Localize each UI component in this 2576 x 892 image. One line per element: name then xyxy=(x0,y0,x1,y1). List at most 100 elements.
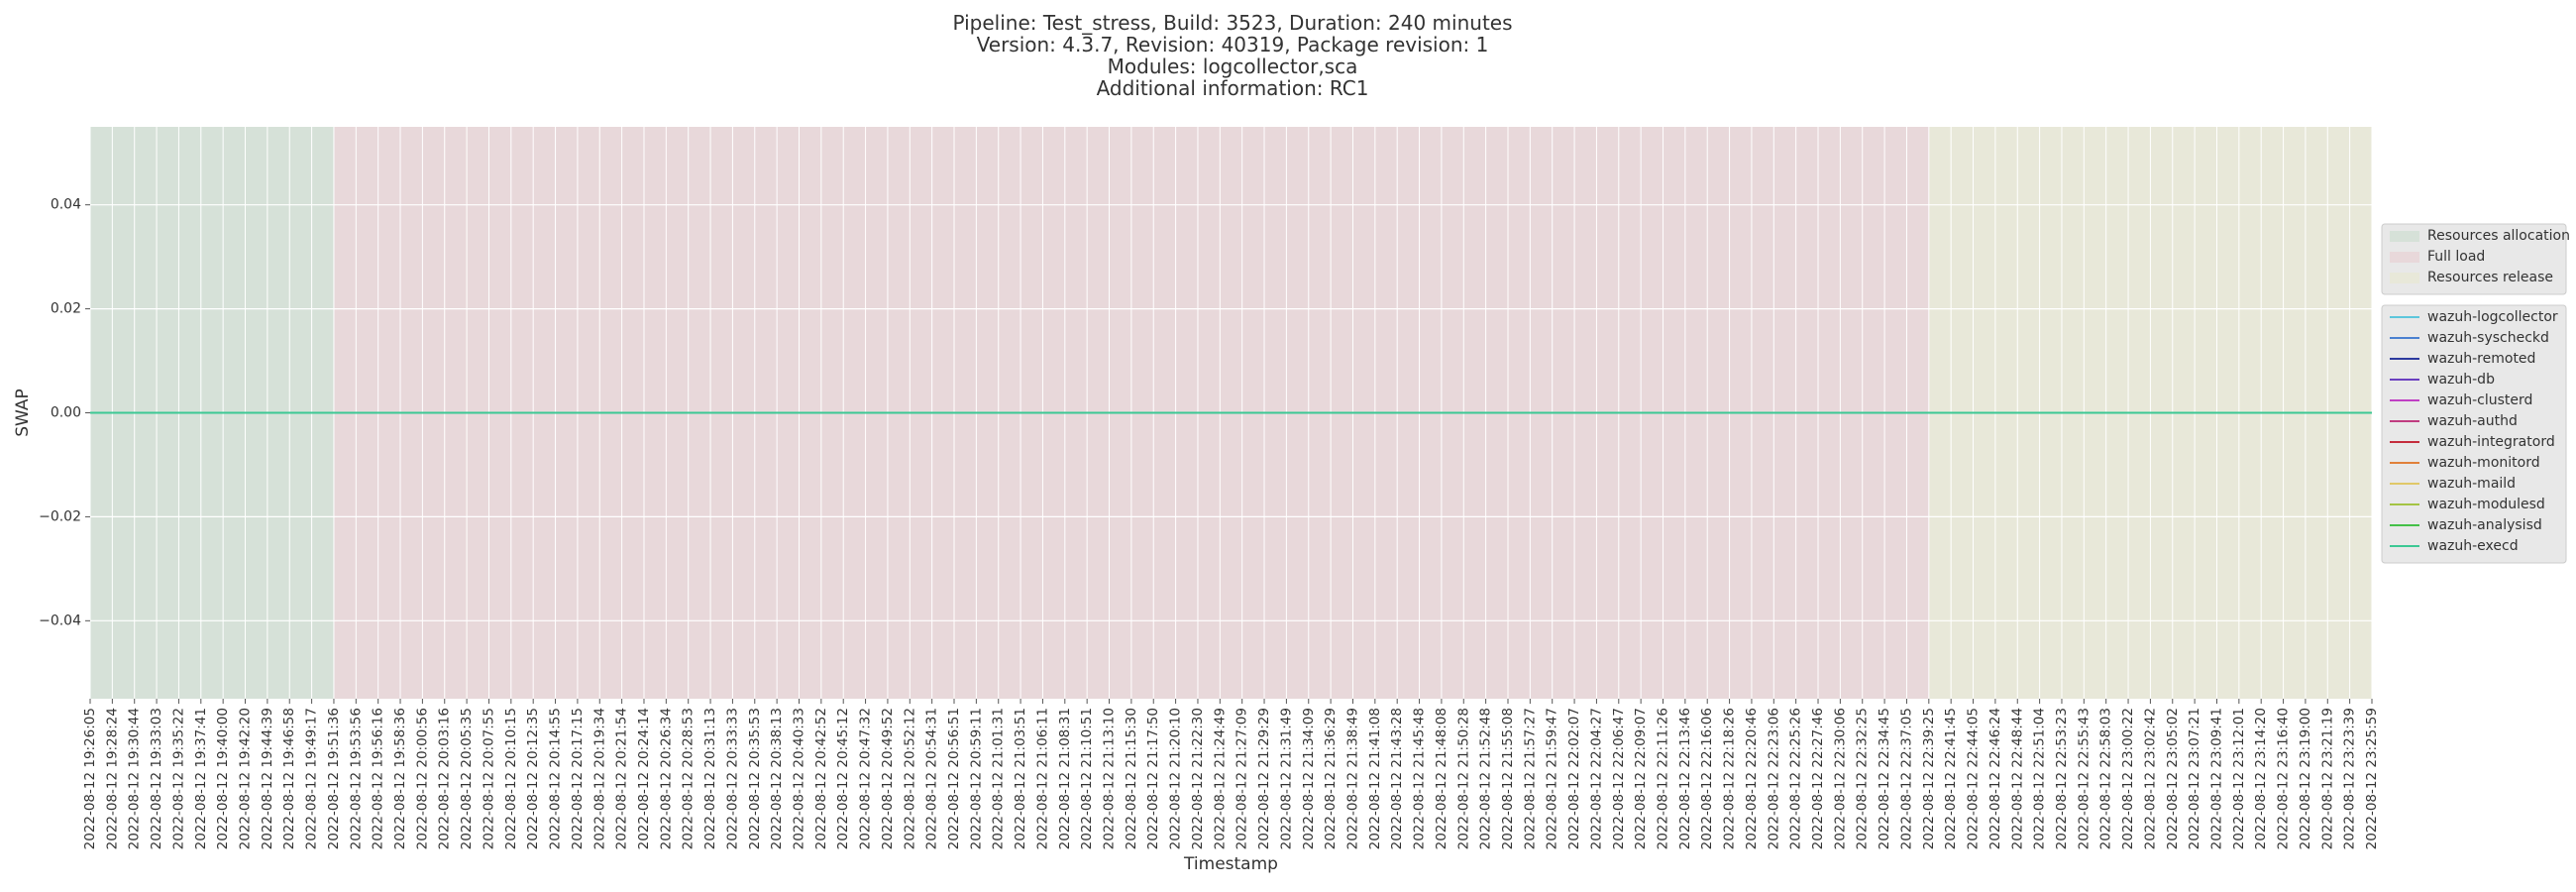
x-tick-label: 2022-08-12 20:12:35 xyxy=(525,708,541,849)
x-tick-label: 2022-08-12 22:06:47 xyxy=(1611,708,1627,849)
x-tick-label: 2022-08-12 20:14:55 xyxy=(548,708,564,849)
legend-label: wazuh-maild xyxy=(2427,476,2516,492)
x-tick-label: 2022-08-12 23:14:20 xyxy=(2253,708,2269,849)
x-tick-label: 2022-08-12 19:30:44 xyxy=(127,708,143,849)
x-tick-label: 2022-08-12 20:17:15 xyxy=(570,708,586,849)
x-tick-label: 2022-08-12 22:18:26 xyxy=(1722,708,1738,849)
x-tick-label: 2022-08-12 22:34:45 xyxy=(1877,708,1892,849)
x-axis-label: Timestamp xyxy=(1183,854,1278,874)
x-tick-label: 2022-08-12 23:12:01 xyxy=(2231,708,2247,849)
legend-label: wazuh-db xyxy=(2427,372,2495,388)
legend-label: wazuh-syscheckd xyxy=(2427,330,2549,346)
x-tick-label: 2022-08-12 21:08:31 xyxy=(1057,708,1073,849)
x-tick-label: 2022-08-12 20:03:16 xyxy=(437,708,453,849)
x-tick-label: 2022-08-12 22:11:26 xyxy=(1656,708,1671,849)
x-tick-label: 2022-08-12 22:20:46 xyxy=(1744,708,1760,849)
x-tick-label: 2022-08-12 22:04:27 xyxy=(1588,708,1604,849)
y-tick-label: −0.02 xyxy=(39,508,81,524)
x-tick-label: 2022-08-12 21:52:48 xyxy=(1478,708,1494,849)
legend-label: wazuh-modulesd xyxy=(2427,497,2545,512)
x-tick-label: 2022-08-12 21:41:08 xyxy=(1367,708,1383,849)
x-tick-label: 2022-08-12 20:07:55 xyxy=(481,708,496,849)
y-tick-label: 0.00 xyxy=(51,405,81,421)
chart-title: Modules: logcollector,sca xyxy=(1108,55,1358,78)
x-tick-label: 2022-08-12 19:35:22 xyxy=(170,708,186,849)
x-tick-label: 2022-08-12 23:23:39 xyxy=(2342,708,2358,849)
x-tick-label: 2022-08-12 19:40:00 xyxy=(215,708,231,849)
x-tick-label: 2022-08-12 22:37:05 xyxy=(1898,708,1914,849)
x-tick-label: 2022-08-12 22:32:25 xyxy=(1855,708,1871,849)
x-tick-label: 2022-08-12 23:21:19 xyxy=(2319,708,2335,849)
x-tick-label: 2022-08-12 20:40:33 xyxy=(791,708,806,849)
x-tick-label: 2022-08-12 19:58:36 xyxy=(392,708,408,849)
legend-label: wazuh-integratord xyxy=(2427,434,2555,450)
x-tick-label: 2022-08-12 23:19:00 xyxy=(2298,708,2313,849)
legend-box xyxy=(2381,223,2567,295)
x-tick-label: 2022-08-12 22:16:06 xyxy=(1699,708,1715,849)
x-tick-label: 2022-08-12 21:50:28 xyxy=(1455,708,1471,849)
x-tick-label: 2022-08-12 21:34:09 xyxy=(1301,708,1317,849)
y-tick-label: −0.04 xyxy=(39,613,81,628)
x-tick-label: 2022-08-12 23:09:41 xyxy=(2208,708,2224,849)
x-tick-label: 2022-08-12 22:09:07 xyxy=(1633,708,1649,849)
x-tick-label: 2022-08-12 19:49:17 xyxy=(304,708,320,849)
legend-box xyxy=(2381,304,2567,564)
x-tick-label: 2022-08-12 21:45:48 xyxy=(1412,708,1428,849)
x-tick-label: 2022-08-12 20:00:56 xyxy=(414,708,430,849)
x-tick-label: 2022-08-12 19:56:16 xyxy=(371,708,386,849)
x-tick-label: 2022-08-12 22:44:05 xyxy=(1966,708,1982,849)
y-tick-label: 0.04 xyxy=(51,197,81,213)
x-tick-label: 2022-08-12 19:37:41 xyxy=(193,708,209,849)
x-tick-label: 2022-08-12 21:06:11 xyxy=(1034,708,1050,849)
x-tick-label: 2022-08-12 19:51:36 xyxy=(326,708,342,849)
x-tick-label: 2022-08-12 21:36:29 xyxy=(1323,708,1339,849)
x-tick-label: 2022-08-12 19:53:56 xyxy=(348,708,364,849)
x-tick-label: 2022-08-12 21:13:10 xyxy=(1102,708,1118,849)
y-axis-label: SWAP xyxy=(13,389,33,437)
legend-label: Resources allocation xyxy=(2427,228,2570,244)
x-tick-label: 2022-08-12 19:44:39 xyxy=(260,708,275,849)
x-tick-label: 2022-08-12 19:26:05 xyxy=(82,708,98,849)
x-tick-label: 2022-08-12 22:58:03 xyxy=(2098,708,2114,849)
legend-label: wazuh-logcollector xyxy=(2427,309,2558,325)
chart-title: Additional information: RC1 xyxy=(1097,76,1369,100)
legend-label: wazuh-remoted xyxy=(2427,351,2535,367)
x-tick-label: 2022-08-12 20:56:51 xyxy=(946,708,962,849)
x-tick-label: 2022-08-12 21:22:30 xyxy=(1190,708,1206,849)
x-tick-label: 2022-08-12 19:28:24 xyxy=(104,708,120,849)
x-tick-label: 2022-08-12 22:13:46 xyxy=(1677,708,1693,849)
x-tick-label: 2022-08-12 20:38:13 xyxy=(769,708,785,849)
chart-title: Version: 4.3.7, Revision: 40319, Package… xyxy=(977,33,1489,56)
x-tick-label: 2022-08-12 20:42:52 xyxy=(813,708,829,849)
x-tick-label: 2022-08-12 21:15:30 xyxy=(1124,708,1139,849)
x-tick-label: 2022-08-12 20:31:13 xyxy=(702,708,718,849)
x-tick-label: 2022-08-12 20:10:15 xyxy=(503,708,519,849)
x-tick-label: 2022-08-12 22:55:43 xyxy=(2076,708,2092,849)
chart-title: Pipeline: Test_stress, Build: 3523, Dura… xyxy=(952,11,1512,35)
x-tick-label: 2022-08-12 22:30:06 xyxy=(1832,708,1848,849)
legend-swatch xyxy=(2390,273,2419,283)
legend-label: wazuh-clusterd xyxy=(2427,392,2532,408)
x-tick-label: 2022-08-12 21:57:27 xyxy=(1522,708,1538,849)
x-tick-label: 2022-08-12 22:46:24 xyxy=(1987,708,2003,849)
x-tick-label: 2022-08-12 21:43:28 xyxy=(1389,708,1405,849)
x-tick-label: 2022-08-12 20:28:53 xyxy=(681,708,697,849)
x-tick-label: 2022-08-12 20:19:34 xyxy=(591,708,607,849)
x-tick-label: 2022-08-12 20:49:52 xyxy=(880,708,896,849)
x-tick-label: 2022-08-12 23:25:59 xyxy=(2364,708,2380,849)
x-tick-label: 2022-08-12 21:38:49 xyxy=(1344,708,1360,849)
x-tick-label: 2022-08-12 21:55:08 xyxy=(1500,708,1516,849)
x-tick-label: 2022-08-12 21:27:09 xyxy=(1234,708,1250,849)
x-tick-label: 2022-08-12 21:03:51 xyxy=(1013,708,1028,849)
x-tick-label: 2022-08-12 22:48:44 xyxy=(2009,708,2025,849)
x-tick-label: 2022-08-12 22:27:46 xyxy=(1810,708,1826,849)
x-tick-label: 2022-08-12 22:02:07 xyxy=(1566,708,1582,849)
legend-swatch xyxy=(2390,231,2419,242)
x-tick-label: 2022-08-12 21:10:51 xyxy=(1079,708,1095,849)
x-tick-label: 2022-08-12 21:20:10 xyxy=(1168,708,1184,849)
legend-swatch xyxy=(2390,252,2419,263)
x-tick-label: 2022-08-12 22:51:04 xyxy=(2032,708,2048,849)
x-tick-label: 2022-08-12 22:53:23 xyxy=(2054,708,2070,849)
x-tick-label: 2022-08-12 20:05:35 xyxy=(459,708,475,849)
